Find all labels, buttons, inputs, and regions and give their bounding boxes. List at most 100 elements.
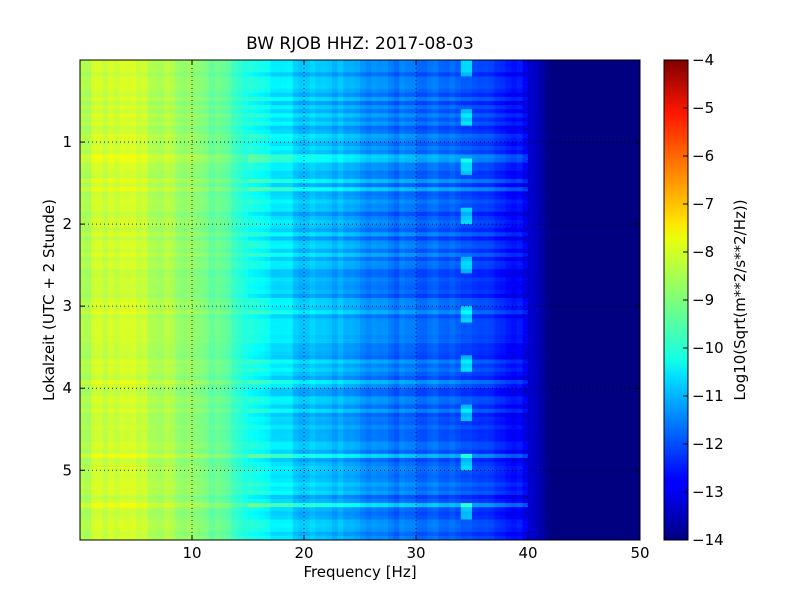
heatmap-cell (572, 244, 579, 250)
heatmap-cell (360, 199, 367, 205)
heatmap-cell (578, 195, 585, 201)
heatmap-cell (124, 117, 131, 123)
heatmap-cell (376, 154, 383, 160)
heatmap-cell (354, 68, 361, 73)
heatmap-cell (556, 191, 563, 196)
heatmap-cell (533, 109, 540, 114)
heatmap-cell (544, 170, 551, 176)
heatmap-cell (214, 68, 221, 73)
heatmap-cell (584, 261, 591, 266)
heatmap-cell (516, 252, 523, 258)
heatmap-cell (388, 117, 395, 123)
heatmap-cell (236, 105, 243, 110)
heatmap-cell (332, 76, 339, 82)
heatmap-cell (248, 88, 255, 94)
heatmap-cell (136, 174, 143, 180)
heatmap-cell (180, 158, 187, 164)
heatmap-cell (589, 96, 596, 102)
heatmap-cell (124, 162, 131, 168)
heatmap-cell (488, 129, 495, 135)
heatmap-cell (494, 68, 501, 73)
heatmap-cell (348, 191, 355, 196)
heatmap-cell (287, 178, 294, 184)
heatmap-cell (477, 199, 484, 205)
heatmap-cell (169, 76, 176, 82)
heatmap-cell (343, 84, 350, 90)
heatmap-cell (444, 101, 451, 106)
heatmap-cell (309, 207, 316, 213)
heatmap-cell (561, 199, 568, 205)
heatmap-cell (483, 68, 490, 73)
heatmap-cell (208, 142, 215, 147)
heatmap-cell (483, 187, 490, 192)
heatmap-cell (399, 105, 406, 110)
heatmap-cell (337, 195, 344, 201)
heatmap-cell (348, 199, 355, 205)
heatmap-cell (600, 178, 607, 184)
heatmap-cell (91, 220, 98, 225)
heatmap-cell (85, 236, 92, 242)
heatmap-cell (455, 154, 462, 160)
heatmap-cell (85, 228, 92, 233)
heatmap-cell (522, 240, 529, 246)
heatmap-cell (516, 72, 523, 78)
heatmap-cell (91, 137, 98, 143)
heatmap-cell (96, 203, 103, 209)
heatmap-cell (259, 232, 266, 238)
heatmap-cell (225, 133, 232, 139)
heatmap-cell (113, 109, 120, 114)
heatmap-cell (354, 121, 361, 127)
heatmap-cell (343, 183, 350, 188)
heatmap-cell (360, 92, 367, 98)
heatmap-cell (572, 191, 579, 196)
heatmap-cell (500, 199, 507, 205)
heatmap-cell (281, 101, 288, 106)
heatmap-cell (304, 191, 311, 196)
heatmap-cell (550, 150, 557, 155)
heatmap-cell (634, 92, 640, 98)
heatmap-cell (108, 88, 115, 94)
heatmap-cell (365, 125, 372, 131)
heatmap-cell (466, 125, 473, 131)
heatmap-cell (399, 92, 406, 98)
heatmap-cell (315, 105, 322, 110)
heatmap-cell (550, 72, 557, 78)
heatmap-cell (180, 117, 187, 123)
heatmap-cell (449, 220, 456, 225)
heatmap-cell (292, 256, 299, 262)
heatmap-cell (108, 211, 115, 217)
heatmap-cell (432, 183, 439, 188)
heatmap-cell (136, 215, 143, 221)
heatmap-cell (270, 199, 277, 205)
heatmap-cell (612, 142, 619, 147)
heatmap-cell (281, 96, 288, 102)
heatmap-cell (472, 224, 479, 229)
heatmap-cell (578, 191, 585, 196)
heatmap-cell (634, 88, 640, 94)
heatmap-cell (410, 174, 417, 180)
heatmap-cell (595, 211, 602, 217)
heatmap-cell (466, 88, 473, 94)
heatmap-cell (332, 80, 339, 86)
heatmap-cell (488, 215, 495, 221)
heatmap-cell (628, 154, 635, 160)
heatmap-cell (449, 203, 456, 209)
heatmap-cell (472, 84, 479, 90)
heatmap-cell (388, 244, 395, 250)
heatmap-cell (113, 207, 120, 213)
heatmap-cell (578, 207, 585, 213)
heatmap-cell (617, 211, 624, 217)
heatmap-cell (600, 244, 607, 250)
heatmap-cell (477, 137, 484, 143)
heatmap-cell (141, 178, 148, 184)
heatmap-cell (371, 129, 378, 135)
heatmap-cell (533, 88, 540, 94)
heatmap-cell (326, 256, 333, 262)
heatmap-cell (382, 162, 389, 168)
heatmap-cell (337, 96, 344, 102)
heatmap-cell (488, 232, 495, 238)
heatmap-cell (578, 113, 585, 119)
heatmap-cell (264, 96, 271, 102)
heatmap-cell (449, 133, 456, 139)
heatmap-cell (628, 256, 635, 262)
